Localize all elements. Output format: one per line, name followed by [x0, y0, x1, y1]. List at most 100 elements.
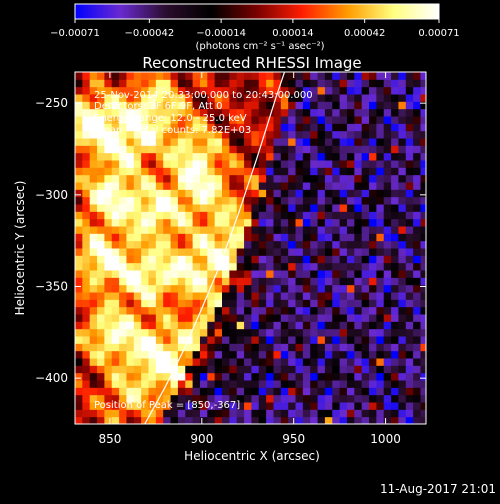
heatmap-cell — [302, 292, 311, 300]
heatmap-cell — [413, 174, 421, 183]
heatmap-cell — [405, 358, 414, 366]
heatmap-cell — [170, 189, 179, 198]
heatmap-cell — [391, 145, 399, 154]
heatmap-cell — [222, 416, 230, 424]
heatmap-cell — [302, 248, 311, 256]
heatmap-cell — [155, 174, 164, 183]
heatmap-cell — [126, 321, 135, 330]
heatmap-cell — [339, 255, 348, 264]
heatmap-cell — [413, 255, 421, 264]
heatmap-cell — [89, 402, 98, 410]
heatmap-cell — [229, 130, 238, 139]
heatmap-cell — [369, 314, 377, 322]
heatmap-cell — [97, 160, 105, 168]
heatmap-cell — [288, 130, 297, 139]
heatmap-cell — [148, 387, 157, 396]
heatmap-cell — [163, 306, 172, 315]
heatmap-cell — [82, 79, 91, 88]
heatmap-cell — [383, 416, 392, 424]
heatmap-cell — [126, 299, 135, 308]
heatmap-cell — [244, 277, 252, 286]
heatmap-cell — [192, 160, 201, 168]
heatmap-cell — [413, 167, 421, 176]
heatmap-cell — [346, 255, 355, 264]
heatmap-cell — [354, 196, 363, 205]
heatmap-cell — [332, 387, 341, 396]
heatmap-cell — [185, 138, 194, 146]
heatmap-cell — [420, 160, 426, 168]
heatmap-cell — [339, 402, 348, 410]
heatmap-cell — [236, 123, 245, 132]
heatmap-cell — [391, 240, 399, 249]
heatmap-cell — [104, 196, 113, 205]
heatmap-cell — [251, 174, 260, 183]
heatmap-cell — [104, 145, 113, 154]
heatmap-cell — [361, 72, 370, 80]
heatmap-cell — [339, 292, 348, 300]
heatmap-cell — [413, 182, 421, 190]
heatmap-cell — [420, 380, 426, 388]
heatmap-cell — [258, 116, 267, 124]
heatmap-cell — [111, 402, 120, 410]
heatmap-cell — [413, 79, 421, 88]
heatmap-cell — [214, 116, 223, 124]
heatmap-cell — [236, 336, 245, 344]
heatmap-cell — [405, 174, 414, 183]
heatmap-cell — [155, 336, 164, 344]
heatmap-cell — [170, 182, 179, 190]
heatmap-cell — [258, 306, 267, 315]
heatmap-cell — [420, 321, 426, 330]
heatmap-cell — [332, 218, 341, 227]
heatmap-cell — [288, 226, 297, 234]
heatmap-cell — [332, 79, 341, 88]
heatmap-cell — [354, 409, 363, 418]
heatmap-cell — [126, 416, 135, 424]
heatmap-cell — [317, 402, 326, 410]
heatmap-cell — [280, 130, 289, 139]
heatmap-cell — [126, 182, 135, 190]
heatmap-cell — [266, 336, 274, 344]
heatmap-cell — [214, 182, 223, 190]
heatmap-cell — [141, 72, 150, 80]
heatmap-cell — [207, 101, 216, 110]
heatmap-cell — [148, 196, 157, 205]
heatmap-cell — [170, 402, 179, 410]
heatmap-cell — [369, 116, 377, 124]
x-tick-label: 1000 — [370, 432, 401, 446]
heatmap-cell — [302, 306, 311, 315]
heatmap-cell — [346, 416, 355, 424]
heatmap-cell — [288, 196, 297, 205]
heatmap-cell — [170, 145, 179, 154]
heatmap-cell — [222, 299, 230, 308]
heatmap-cell — [288, 321, 297, 330]
heatmap-cell — [97, 336, 105, 344]
heatmap-cell — [405, 160, 414, 168]
heatmap-cell — [383, 350, 392, 359]
heatmap-cell — [133, 350, 142, 359]
heatmap-cell — [376, 299, 385, 308]
heatmap-cell — [413, 262, 421, 271]
heatmap-cell — [258, 255, 267, 264]
heatmap-cell — [376, 380, 385, 388]
heatmap-cell — [192, 277, 201, 286]
heatmap-cell — [258, 94, 267, 102]
heatmap-cell — [310, 240, 319, 249]
heatmap-cell — [119, 365, 127, 374]
heatmap-cell — [295, 189, 304, 198]
heatmap-cell — [192, 306, 201, 315]
heatmap-cell — [383, 262, 392, 271]
heatmap-cell — [383, 167, 392, 176]
heatmap-cell — [236, 277, 245, 286]
heatmap-cell — [391, 358, 399, 366]
heatmap-cell — [89, 101, 98, 110]
heatmap-cell — [111, 358, 120, 366]
heatmap-cell — [266, 182, 274, 190]
heatmap-cell — [244, 240, 252, 249]
heatmap-cell — [207, 372, 216, 381]
heatmap-cell — [302, 189, 311, 198]
heatmap-cell — [192, 152, 201, 161]
heatmap-cell — [346, 174, 355, 183]
heatmap-cell — [141, 240, 150, 249]
heatmap-cell — [361, 277, 370, 286]
heatmap-cell — [75, 358, 83, 366]
